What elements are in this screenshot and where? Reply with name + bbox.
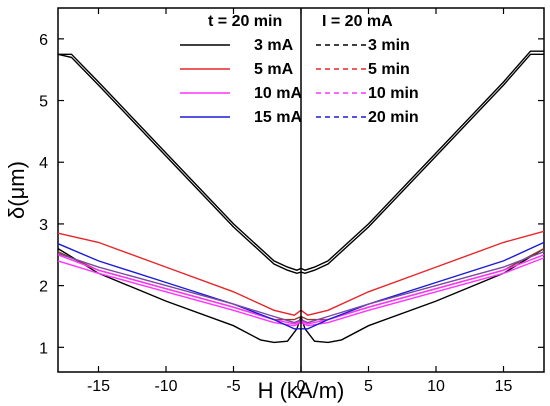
legend-label: 15 mA [254,109,302,126]
legend-label: 10 mA [254,85,302,102]
x-tick-label: 0 [297,378,306,395]
legend-label: 3 mA [254,37,294,54]
x-tick-label: 5 [364,378,373,395]
x-tick-label: 15 [495,378,513,395]
x-tick-label: 10 [427,378,445,395]
y-tick-label: 5 [39,94,48,111]
y-tick-label: 6 [39,32,48,49]
legend-label: 3 min [368,37,410,54]
y-axis-title: δ(μm) [4,161,29,219]
x-tick-label: -10 [154,378,177,395]
legend-label: 10 min [368,85,419,102]
ticks-layer: -15 -10 -5 0 5 10 15 1 2 3 4 5 6 [39,8,544,395]
legend-label: 5 mA [254,61,294,78]
x-tick-label: -15 [87,378,110,395]
legend: t = 20 min 3 mA 5 mA 10 mA 15 mA I = 20 mA 3 m… [180,13,419,126]
y-tick-label: 1 [39,340,48,357]
legend-label: 5 min [368,61,410,78]
x-tick-label: -5 [226,378,240,395]
y-tick-label: 2 [39,279,48,296]
legend-header: I = 20 mA [322,13,393,30]
x-axis-title: H (kA/m) [258,378,345,403]
legend-header: t = 20 min [208,13,282,30]
y-tick-label: 4 [39,155,48,172]
legend-label: 20 min [368,109,419,126]
y-tick-label: 3 [39,217,48,234]
